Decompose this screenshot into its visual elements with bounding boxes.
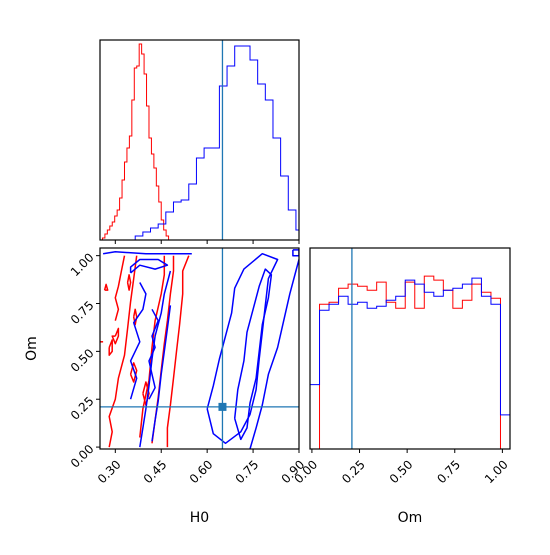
- contour-line-7: [103, 283, 109, 291]
- contour-line-19: [206, 252, 279, 445]
- contour-line-13: [102, 251, 192, 255]
- contour-line-15: [139, 270, 172, 448]
- x-tick-label: 0.45: [141, 457, 170, 486]
- panel-plot-area: [100, 40, 299, 240]
- x-tick-label: 1.00: [482, 457, 511, 486]
- histogram-series-0: [100, 43, 174, 240]
- x-axis-label: H0: [190, 510, 209, 526]
- contour-line-11: [108, 339, 113, 356]
- y-tick-label: 0.50: [68, 346, 97, 375]
- y-tick-label: 0.25: [68, 394, 97, 423]
- contour-line-20: [233, 268, 273, 441]
- contour-line-16: [151, 305, 172, 442]
- contour-line-3: [139, 255, 166, 438]
- x-tick-label: 0.50: [387, 457, 416, 486]
- x-tick-label: 0.25: [339, 457, 368, 486]
- contour-line-21: [249, 259, 299, 449]
- y-tick-label: 1.00: [68, 250, 97, 279]
- x-tick-label: 0.30: [95, 457, 124, 486]
- y-tick-label: 0.75: [68, 298, 97, 327]
- panel-frame: [309, 247, 511, 450]
- panel-hist-h0: [99, 39, 300, 244]
- y-axis-label: Om: [24, 336, 40, 361]
- x-axis-label: Om: [398, 510, 423, 526]
- panel-frame: [99, 247, 300, 450]
- contour-line-14: [129, 258, 169, 274]
- contour-line-4: [114, 255, 126, 321]
- histogram-series-1: [127, 45, 299, 240]
- contour-line-12: [142, 381, 150, 406]
- y-tick-label: 0.00: [68, 442, 97, 471]
- contour-line-17: [129, 282, 147, 400]
- contour-line-18: [148, 308, 159, 400]
- contour-line-1: [166, 255, 190, 448]
- panel-contour-h0-om: 0.30 0.45 0.60 0.75 0.900.000.250.500.751.00…: [24, 247, 307, 526]
- histogram-series-1: [310, 277, 510, 449]
- histogram-series-0: [310, 275, 510, 449]
- truth-marker: [218, 402, 227, 411]
- contour-line-8: [126, 274, 132, 291]
- panel-plot-area: [100, 248, 299, 449]
- contour-line-5: [111, 327, 120, 345]
- contour-line-0: [108, 255, 138, 448]
- panel-plot-area: [310, 248, 510, 449]
- x-tick-label: 0.60: [187, 457, 216, 486]
- contour-line-22: [292, 249, 299, 257]
- x-tick-label: 0.75: [434, 457, 463, 486]
- x-tick-label: 0.75: [233, 457, 262, 486]
- panel-frame: [99, 39, 300, 241]
